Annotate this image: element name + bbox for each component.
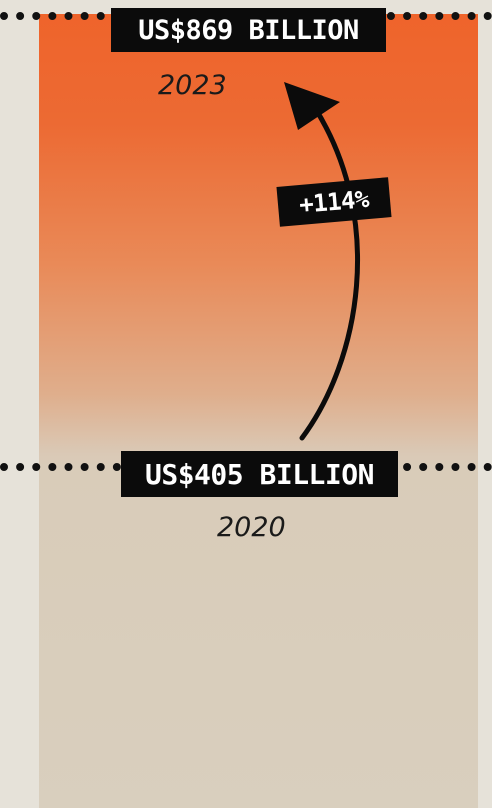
value-label-2023: US$869 BILLION	[111, 8, 386, 52]
year-label-2023: 2023	[158, 70, 227, 101]
growth-column	[39, 14, 478, 808]
year-label-2020: 2020	[217, 512, 286, 543]
value-label-2020: US$405 BILLION	[121, 451, 398, 497]
